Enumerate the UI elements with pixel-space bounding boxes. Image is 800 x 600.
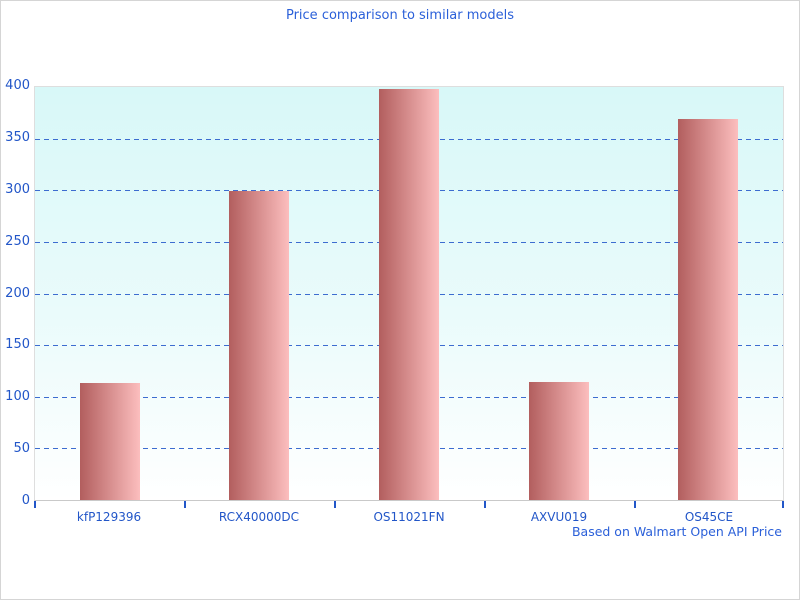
y-axis-label-200: 200 <box>5 285 30 301</box>
x-axis-label-OS11021FN: OS11021FN <box>373 510 445 524</box>
x-axis-label-RCX40000DC: RCX40000DC <box>218 510 300 524</box>
chart-caption: Based on Walmart Open API Price <box>571 524 782 539</box>
bar-OS45CE <box>678 119 739 500</box>
x-axis-tick <box>634 501 636 508</box>
y-axis-label-300: 300 <box>5 181 30 197</box>
x-axis-label-AXVU019: AXVU019 <box>530 510 588 524</box>
y-axis-label-150: 150 <box>5 337 30 353</box>
x-axis-tick <box>34 501 36 508</box>
bar-OS11021FN <box>379 89 439 500</box>
y-axis-label-400: 400 <box>5 78 30 93</box>
x-axis-tick <box>484 501 486 508</box>
x-axis-tick <box>184 501 186 508</box>
y-axis-label-50: 50 <box>13 441 30 457</box>
plot-area <box>34 86 784 501</box>
y-axis-label-250: 250 <box>5 233 30 249</box>
bar-RCX40000DC <box>229 191 290 500</box>
x-axis-tick <box>782 501 784 508</box>
x-axis-label-OS45CE: OS45CE <box>684 510 734 524</box>
x-axis-label-kfP129396: kfP129396 <box>76 510 142 524</box>
bar-kfP129396 <box>79 383 140 500</box>
chart-title: Price comparison to similar models <box>285 8 515 23</box>
y-axis-label-100: 100 <box>5 389 30 405</box>
x-axis-tick <box>334 501 336 508</box>
y-axis-label-0: 0 <box>21 493 30 508</box>
y-axis-label-350: 350 <box>5 129 30 145</box>
bar-AXVU019 <box>528 382 589 500</box>
